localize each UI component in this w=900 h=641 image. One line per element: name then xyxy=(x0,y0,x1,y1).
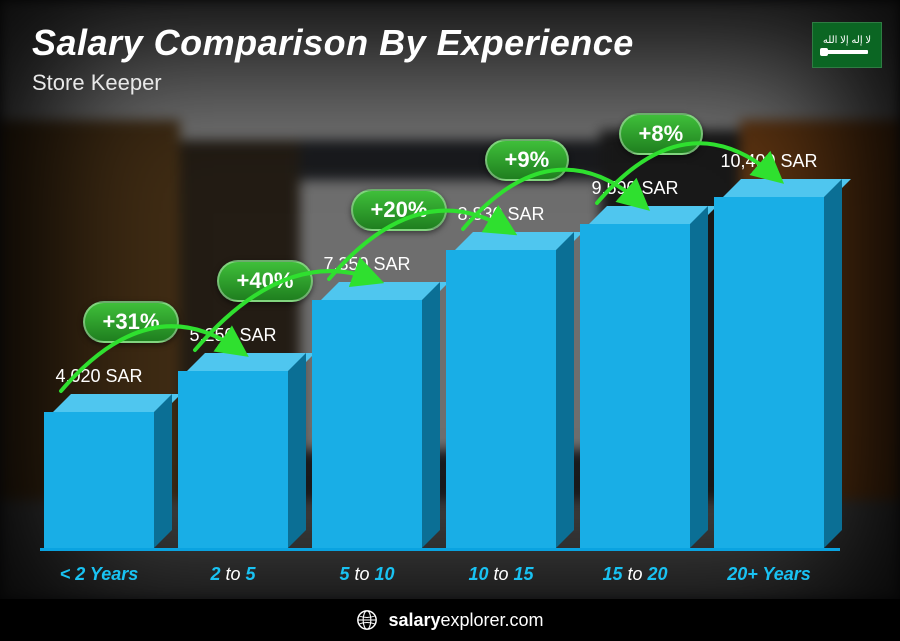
x-axis-label: 2 to 5 xyxy=(158,564,308,585)
globe-icon xyxy=(356,609,378,631)
percent-increase-badge: +20% xyxy=(351,189,448,231)
salary-bar-chart: 4,020 SAR< 2 Years5,250 SAR2 to 57,350 S… xyxy=(40,150,840,551)
flag-shahada-text: لا إله إلا الله xyxy=(823,36,871,46)
bar-3d xyxy=(714,197,824,548)
x-axis-label: 5 to 10 xyxy=(292,564,442,585)
bar-3d xyxy=(44,412,154,548)
chart-baseline xyxy=(40,548,840,551)
percent-increase-badge: +31% xyxy=(83,301,180,343)
bar-side-face xyxy=(556,232,574,548)
x-axis-label: 10 to 15 xyxy=(426,564,576,585)
page-title: Salary Comparison By Experience xyxy=(32,22,634,64)
bar-front xyxy=(178,371,288,548)
footer-bar: salaryexplorer.com xyxy=(0,599,900,641)
country-flag-saudi-arabia: لا إله إلا الله xyxy=(812,22,882,68)
page-subtitle: Store Keeper xyxy=(32,70,634,96)
bar-front xyxy=(44,412,154,548)
x-axis-label: < 2 Years xyxy=(24,564,174,585)
bar-side-face xyxy=(422,282,440,548)
bar-side-face xyxy=(690,206,708,548)
footer-site: salaryexplorer.com xyxy=(388,610,543,631)
flag-sword-icon xyxy=(826,50,868,54)
infographic-canvas: Salary Comparison By Experience Store Ke… xyxy=(0,0,900,641)
percent-increase-badge: +40% xyxy=(217,260,314,302)
footer-site-bold: salary xyxy=(388,610,440,630)
bar-value-label: 8,830 SAR xyxy=(426,204,576,225)
bar-front xyxy=(446,250,556,548)
bar-front xyxy=(312,300,422,548)
bar-value-label: 7,350 SAR xyxy=(292,254,442,275)
header-block: Salary Comparison By Experience Store Ke… xyxy=(32,22,634,96)
bar-front xyxy=(580,224,690,548)
x-axis-label: 15 to 20 xyxy=(560,564,710,585)
bar-3d xyxy=(446,250,556,548)
bar-side-face xyxy=(824,179,842,548)
bar-value-label: 9,590 SAR xyxy=(560,178,710,199)
bar-3d xyxy=(312,300,422,548)
bar-3d xyxy=(580,224,690,548)
bar-front xyxy=(714,197,824,548)
bar-value-label: 5,250 SAR xyxy=(158,325,308,346)
percent-increase-badge: +8% xyxy=(619,113,704,155)
bar-side-face xyxy=(154,394,172,548)
bar-side-face xyxy=(288,353,306,548)
bar-value-label: 10,400 SAR xyxy=(694,151,844,172)
bar-value-label: 4,020 SAR xyxy=(24,366,174,387)
x-axis-label: 20+ Years xyxy=(694,564,844,585)
bar-3d xyxy=(178,371,288,548)
footer-site-rest: explorer.com xyxy=(441,610,544,630)
percent-increase-badge: +9% xyxy=(485,139,570,181)
